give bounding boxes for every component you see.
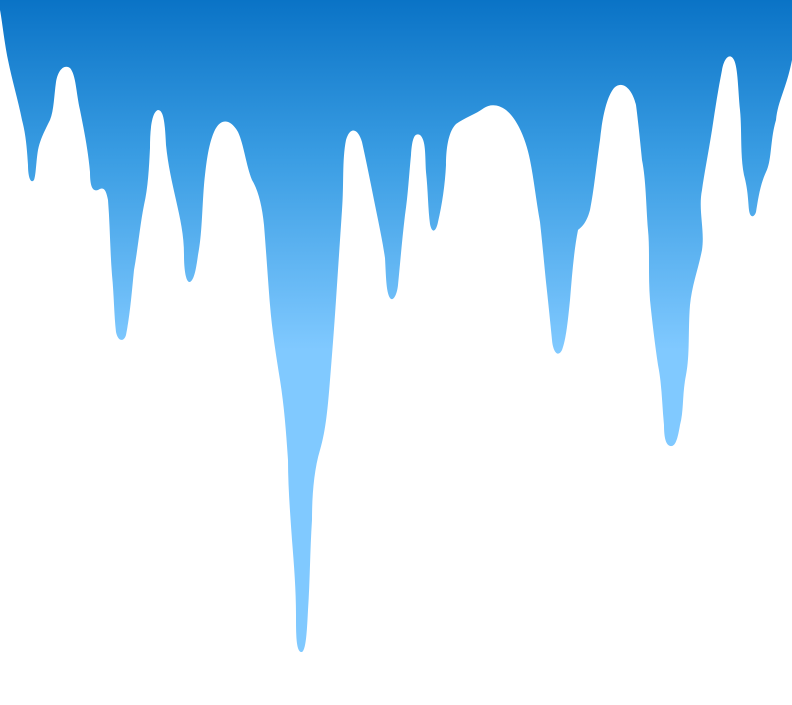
icicle-shape (0, 0, 792, 653)
